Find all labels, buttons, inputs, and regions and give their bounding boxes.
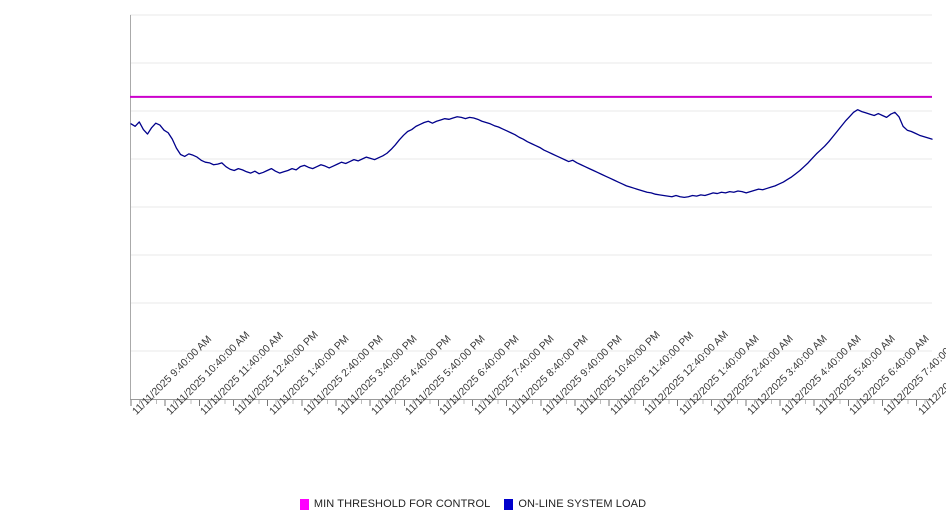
chart-legend: MIN THRESHOLD FOR CONTROL ON-LINE SYSTEM…	[0, 494, 946, 514]
x-tick-marks-group	[130, 400, 926, 406]
online-system-load-line	[130, 109, 933, 199]
legend-swatch-blue-icon	[504, 498, 514, 510]
legend-item-online-system-load[interactable]: ON-LINE SYSTEM LOAD	[504, 498, 646, 510]
legend-label-min-threshold: MIN THRESHOLD FOR CONTROL	[313, 498, 491, 510]
legend-label-online-system-load: ON-LINE SYSTEM LOAD	[518, 498, 647, 510]
axes-group	[130, 15, 932, 400]
gridlines-group	[130, 14, 932, 352]
legend-item-min-threshold[interactable]: MIN THRESHOLD FOR CONTROL	[299, 498, 491, 510]
legend-swatch-magenta-icon	[299, 498, 309, 510]
